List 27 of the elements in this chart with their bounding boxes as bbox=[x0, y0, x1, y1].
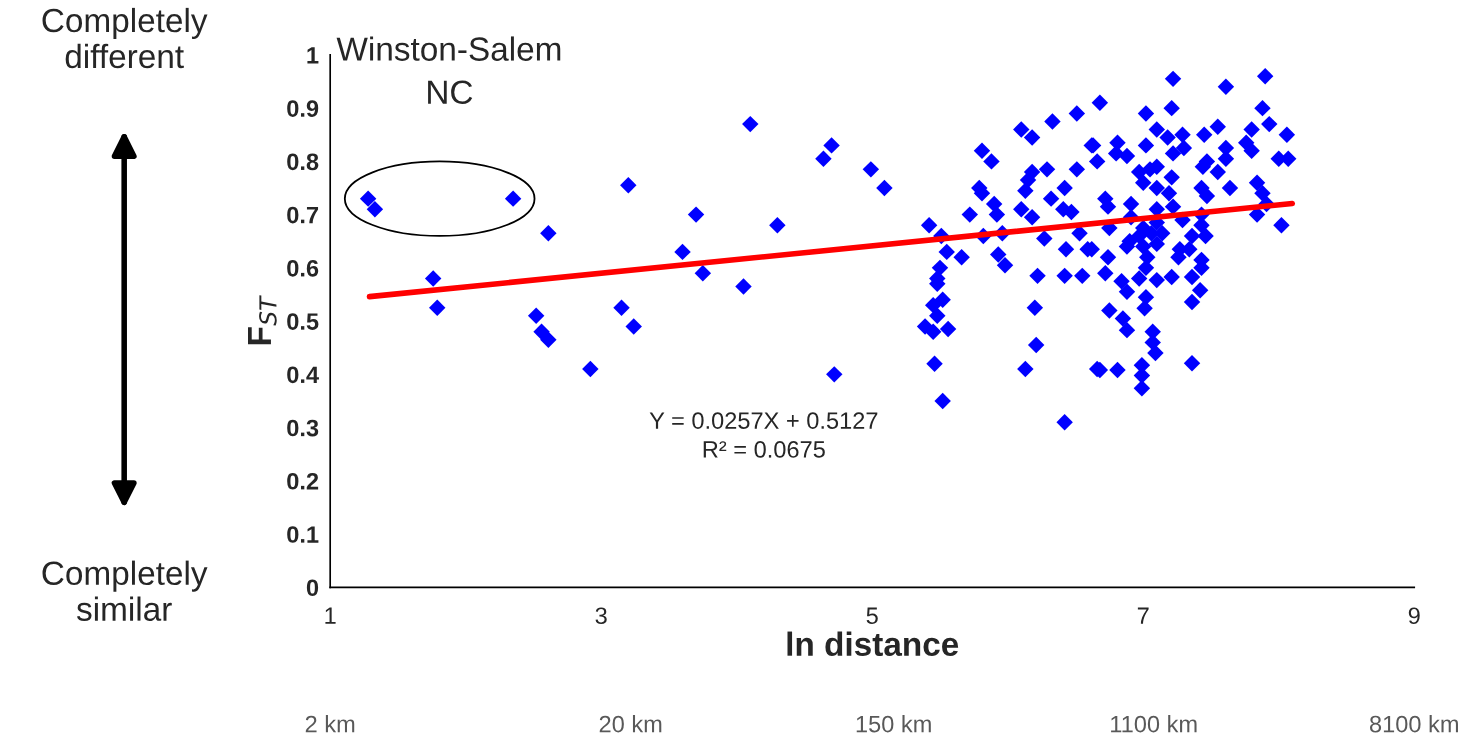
x2-tick-label: 8100 km bbox=[1370, 715, 1458, 733]
x-tick-label: 3 bbox=[595, 607, 607, 625]
x2-tick-label: 2 km bbox=[305, 715, 355, 733]
y-tick-label: 0.4 bbox=[287, 366, 319, 384]
text: Completely different bbox=[42, 7, 208, 69]
x2-tick-label: 150 km bbox=[856, 715, 931, 733]
x2-tick-label: 1100 km bbox=[1111, 715, 1197, 733]
annotation: Winston-Salem NC bbox=[336, 36, 561, 105]
y-tick-label: 0 bbox=[306, 579, 319, 597]
y-tick-label: 1 bbox=[307, 47, 319, 64]
y-tick-label: 0.6 bbox=[287, 259, 319, 277]
x-tick-label: 9 bbox=[1408, 607, 1420, 625]
x2-tick-label: 20 km bbox=[599, 715, 662, 733]
x-axis-title: ln distance bbox=[787, 631, 959, 657]
y-tick-label: 0.1 bbox=[287, 526, 319, 543]
y-tick-label: 0.9 bbox=[287, 100, 319, 117]
y-tick-label: 0.7 bbox=[287, 206, 319, 224]
y-tick-label: 0.8 bbox=[287, 153, 319, 171]
y-tick-label: 0.2 bbox=[287, 472, 319, 490]
y-axis-title: F$_{ST}$ bbox=[248, 295, 277, 345]
y-tick-label: 0.5 bbox=[287, 313, 319, 330]
text: Completely similar bbox=[42, 560, 208, 621]
x-tick-label: 5 bbox=[866, 607, 878, 625]
x-tick-label: 1 bbox=[325, 607, 336, 624]
x-tick-label: 7 bbox=[1137, 607, 1149, 624]
annotation: Y = 0.0257X + 0.5127 R² = 0.0675 bbox=[649, 412, 878, 458]
y-tick-label: 0.3 bbox=[287, 419, 319, 437]
